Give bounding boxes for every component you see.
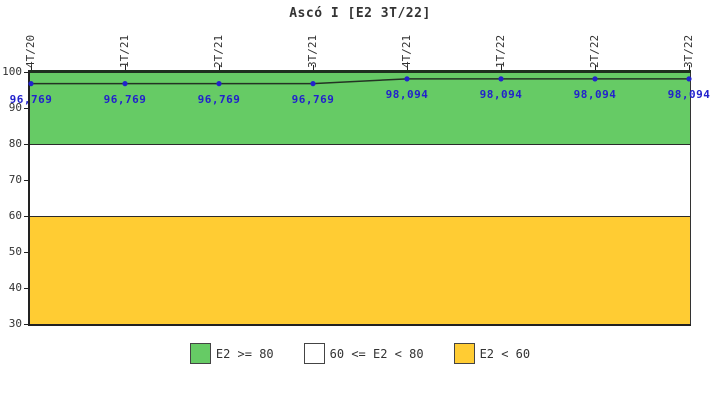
y-axis-label: 90 bbox=[8, 101, 22, 114]
legend-swatch-0 bbox=[189, 343, 211, 364]
x-axis-line bbox=[28, 324, 691, 326]
data-point-marker bbox=[122, 81, 128, 87]
x-axis-label: 3T/21 bbox=[306, 34, 319, 68]
y-tick bbox=[24, 216, 30, 217]
legend-swatch-2 bbox=[453, 343, 475, 364]
x-axis-label: 2T/22 bbox=[588, 34, 601, 68]
plot-border-top bbox=[28, 70, 691, 73]
legend-item-1: 60 <= E2 < 80 bbox=[303, 343, 424, 364]
x-tick bbox=[689, 65, 690, 72]
y-tick bbox=[24, 324, 30, 325]
y-tick bbox=[24, 144, 30, 145]
data-point-label: 96,769 bbox=[103, 92, 147, 106]
y-axis-label: 60 bbox=[8, 209, 22, 222]
x-tick bbox=[219, 65, 220, 72]
data-point-marker bbox=[686, 76, 692, 82]
data-point-marker bbox=[404, 76, 410, 82]
x-tick bbox=[595, 65, 596, 72]
legend-swatch-1 bbox=[303, 343, 325, 364]
data-point-label: 98,094 bbox=[667, 87, 711, 101]
chart-title: Ascó I [E2 3T/22] bbox=[289, 6, 431, 21]
threshold-band-2 bbox=[30, 216, 690, 324]
legend: E2 >= 80 60 <= E2 < 80 E2 < 60 bbox=[0, 343, 720, 364]
x-tick bbox=[31, 65, 32, 72]
x-tick bbox=[313, 65, 314, 72]
x-tick bbox=[407, 65, 408, 72]
legend-item-0: E2 >= 80 bbox=[189, 343, 274, 364]
data-point-marker bbox=[592, 76, 598, 82]
legend-item-2: E2 < 60 bbox=[453, 343, 531, 364]
x-axis-label: 1T/22 bbox=[494, 34, 507, 68]
y-axis-label: 80 bbox=[8, 137, 22, 150]
x-axis-label: 2T/21 bbox=[212, 34, 225, 68]
band-separator-1 bbox=[30, 215, 690, 217]
series-line bbox=[31, 78, 689, 85]
x-tick bbox=[501, 65, 502, 72]
data-point-label: 96,769 bbox=[197, 92, 241, 106]
y-tick bbox=[24, 108, 30, 109]
threshold-band-1 bbox=[30, 144, 690, 216]
data-point-label: 96,769 bbox=[291, 92, 335, 106]
x-axis-label: 3T/22 bbox=[682, 34, 695, 68]
data-point-marker bbox=[28, 81, 34, 87]
plot-border-right bbox=[690, 72, 691, 324]
legend-label-1: 60 <= E2 < 80 bbox=[329, 346, 424, 361]
y-axis-label: 100 bbox=[2, 65, 22, 78]
x-axis-label: 1T/21 bbox=[118, 34, 131, 68]
x-axis-label: 4T/21 bbox=[400, 34, 413, 68]
y-tick bbox=[24, 252, 30, 253]
legend-label-0: E2 >= 80 bbox=[215, 346, 274, 361]
y-axis-line bbox=[28, 70, 30, 326]
data-point-label: 98,094 bbox=[385, 87, 429, 101]
y-tick bbox=[24, 72, 30, 73]
data-point-label: 98,094 bbox=[573, 87, 617, 101]
x-axis-label: 4T/20 bbox=[24, 34, 37, 68]
data-point-marker bbox=[310, 81, 316, 87]
band-separator-0 bbox=[30, 143, 690, 145]
data-point-marker bbox=[498, 76, 504, 82]
y-tick bbox=[24, 288, 30, 289]
plot-area: 96,769 96,769 96,769 96,769 98,094 98,094 98,0… bbox=[10, 70, 710, 326]
legend-label-2: E2 < 60 bbox=[479, 346, 531, 361]
data-point-marker bbox=[216, 81, 222, 87]
y-axis-label: 70 bbox=[8, 173, 22, 186]
y-axis-label: 30 bbox=[8, 317, 22, 330]
data-point-label: 98,094 bbox=[479, 87, 523, 101]
series-line-svg bbox=[28, 76, 692, 87]
y-tick bbox=[24, 180, 30, 181]
y-axis-label: 50 bbox=[8, 245, 22, 258]
data-point-label: 96,769 bbox=[9, 92, 53, 106]
y-axis-label: 40 bbox=[8, 281, 22, 294]
x-tick bbox=[125, 65, 126, 72]
